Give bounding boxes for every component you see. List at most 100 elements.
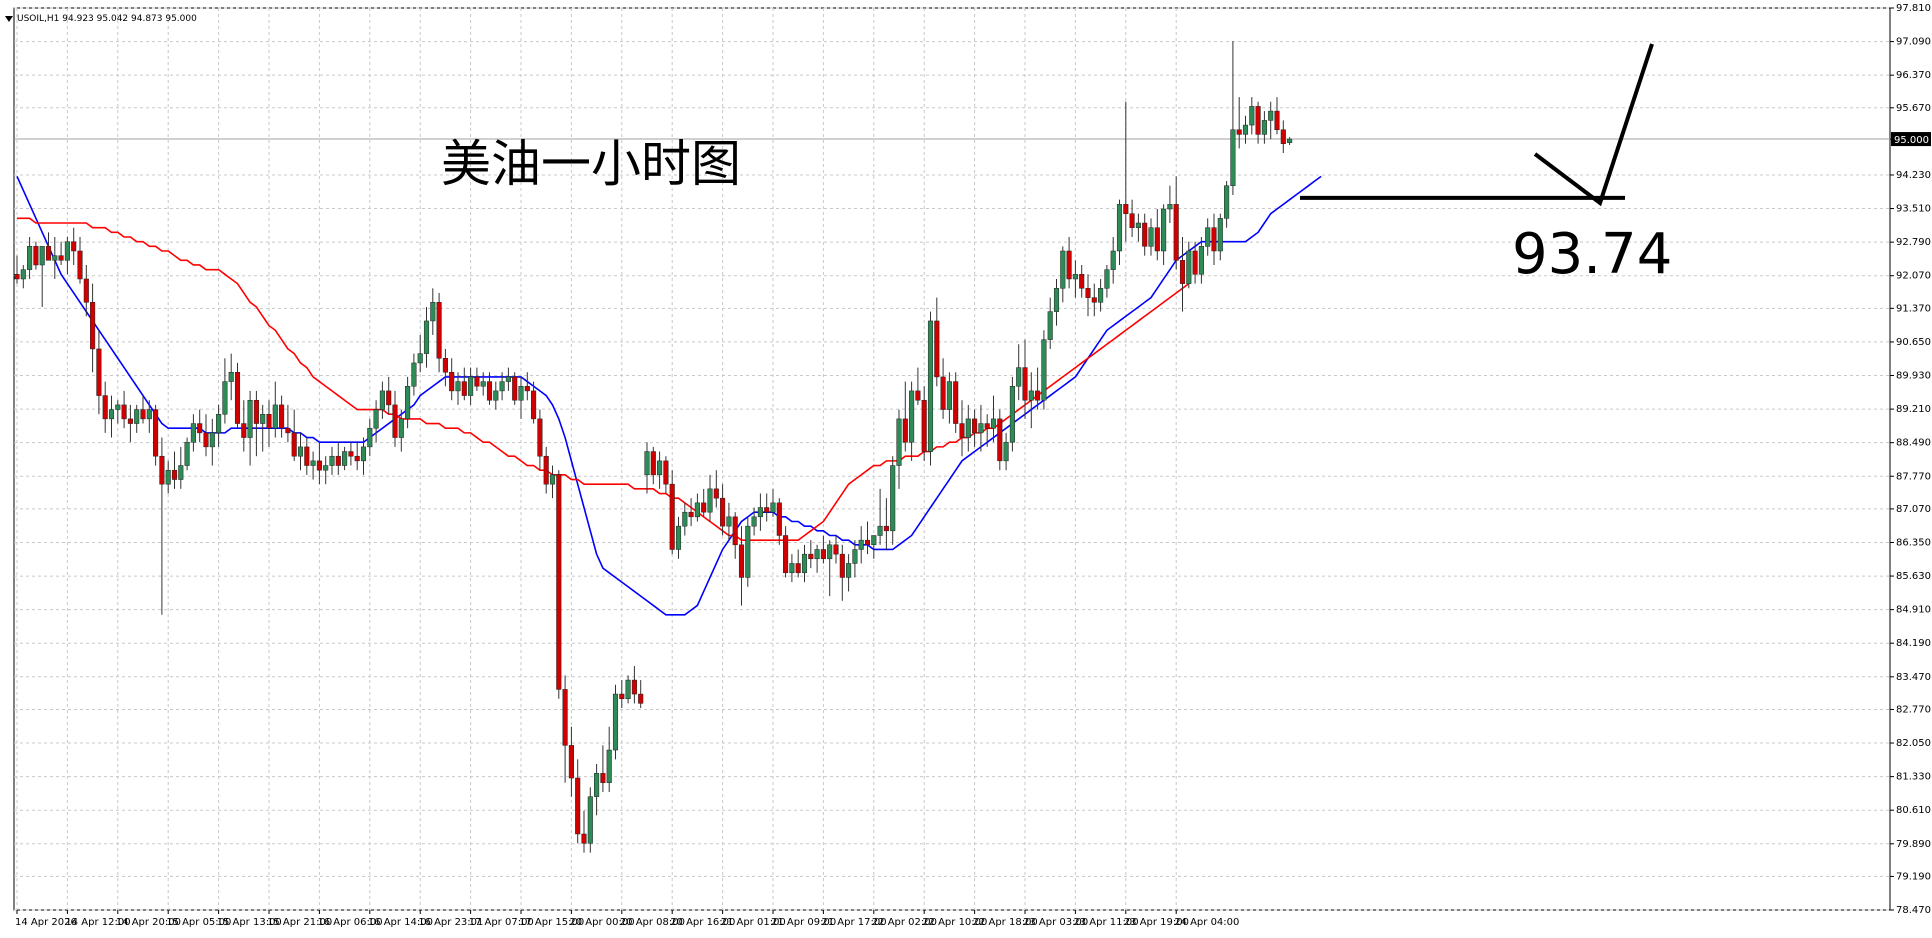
candle-body <box>45 246 52 261</box>
candle-body <box>726 516 732 527</box>
candle-body <box>1098 288 1104 303</box>
candle-body <box>890 465 896 532</box>
candle-body <box>260 413 266 424</box>
y-tick-label: 88.490 <box>1896 438 1931 449</box>
y-tick-label: 82.050 <box>1896 738 1931 749</box>
y-tick-label: 78.470 <box>1896 905 1931 916</box>
candle-body <box>27 246 33 270</box>
candle-body <box>669 483 675 550</box>
x-tick-label: 16 Apr 23:01 <box>418 917 483 928</box>
candle-body <box>965 418 971 438</box>
candle-body <box>940 376 946 410</box>
candle-body <box>606 749 612 783</box>
candle-body <box>316 460 322 471</box>
candle-body <box>871 535 877 546</box>
candle-body <box>1047 311 1053 340</box>
candle-body <box>342 451 348 466</box>
candle-body <box>833 544 839 555</box>
candle-body <box>524 385 530 392</box>
candle-body <box>556 474 562 690</box>
candle-body <box>638 693 644 704</box>
candle-body <box>71 241 77 252</box>
candle-body <box>972 418 978 434</box>
arrow-drawing <box>1533 43 1654 207</box>
candle-body <box>1085 288 1091 298</box>
candle-body <box>411 362 417 387</box>
candle-body <box>1091 297 1097 303</box>
candle-body <box>852 549 858 564</box>
candle-body <box>751 516 757 527</box>
candle-body <box>631 679 637 695</box>
dropdown-triangle-icon[interactable] <box>5 15 13 22</box>
candle-body <box>140 409 146 420</box>
y-tick-label: 97.810 <box>1896 3 1931 14</box>
y-tick-label: 97.090 <box>1896 37 1931 48</box>
candle-body <box>921 399 927 452</box>
candle-body <box>953 381 959 424</box>
symbol-label: USOIL,H1 <box>17 14 60 24</box>
x-tick-label: 16 Apr 14:00 <box>368 917 433 928</box>
x-tick-label: 22 Apr 02:00 <box>872 917 937 928</box>
candle-body <box>90 302 96 350</box>
candle-body <box>1167 204 1173 210</box>
candle-body <box>1179 260 1186 284</box>
candle-body <box>801 553 808 574</box>
candle-body <box>1186 250 1192 284</box>
candle-body <box>1211 227 1217 252</box>
y-tick-label: 89.210 <box>1896 404 1931 415</box>
candle-body <box>1280 129 1286 144</box>
candle-body <box>373 409 379 429</box>
candle-body <box>1198 246 1204 275</box>
y-tick-label: 81.330 <box>1896 772 1931 783</box>
candle-body <box>883 525 889 532</box>
candle-body <box>644 451 650 476</box>
current-price-label: 95.000 <box>1894 135 1929 146</box>
candle-body <box>732 516 738 546</box>
candle-body <box>153 409 159 457</box>
x-tick-label: 17 Apr 15:00 <box>519 917 584 928</box>
candle-body <box>436 302 442 359</box>
candle-body <box>102 395 108 420</box>
candles <box>14 41 1293 853</box>
y-tick-label: 83.470 <box>1896 672 1931 683</box>
candle-body <box>423 320 430 354</box>
candle-body <box>1154 227 1160 252</box>
x-tick-label: 21 Apr 17:00 <box>821 917 886 928</box>
candle-body <box>1173 204 1179 261</box>
candle-body <box>1041 339 1047 401</box>
x-tick-label: 21 Apr 09:00 <box>771 917 836 928</box>
candle-body <box>64 241 70 261</box>
candle-body <box>461 381 467 396</box>
candle-body <box>83 278 89 303</box>
level-annotation: 93.74 <box>1512 222 1673 287</box>
y-tick-label: 82.770 <box>1896 704 1931 715</box>
candle-body <box>1161 208 1167 252</box>
candle-body <box>58 255 64 261</box>
y-tick-label: 93.510 <box>1896 204 1931 215</box>
y-tick-label: 86.350 <box>1896 537 1931 548</box>
candle-body <box>285 427 291 434</box>
candle-body <box>512 376 518 401</box>
candle-body <box>1116 204 1123 252</box>
candle-body <box>1242 124 1249 135</box>
x-tick-label: 14 Apr 20:00 <box>116 917 181 928</box>
annotations <box>1300 43 1654 207</box>
y-tick-label: 84.910 <box>1896 605 1931 616</box>
candle-body <box>379 390 385 410</box>
candle-body <box>234 372 241 424</box>
candle-body <box>795 563 801 574</box>
y-tick-label: 89.930 <box>1896 371 1931 382</box>
candle-body <box>449 372 455 392</box>
y-tick-label: 85.630 <box>1896 571 1931 582</box>
candle-body <box>846 563 852 578</box>
y-tick-label: 95.670 <box>1896 103 1931 114</box>
candle-body <box>39 246 45 266</box>
candle-body <box>927 320 934 452</box>
candle-body <box>474 376 480 387</box>
candle-body <box>121 404 127 420</box>
candle-body <box>14 274 20 280</box>
x-tick-label: 16 Apr 06:00 <box>317 917 382 928</box>
candle-body <box>1110 250 1116 270</box>
y-tick-label: 79.890 <box>1896 839 1931 850</box>
